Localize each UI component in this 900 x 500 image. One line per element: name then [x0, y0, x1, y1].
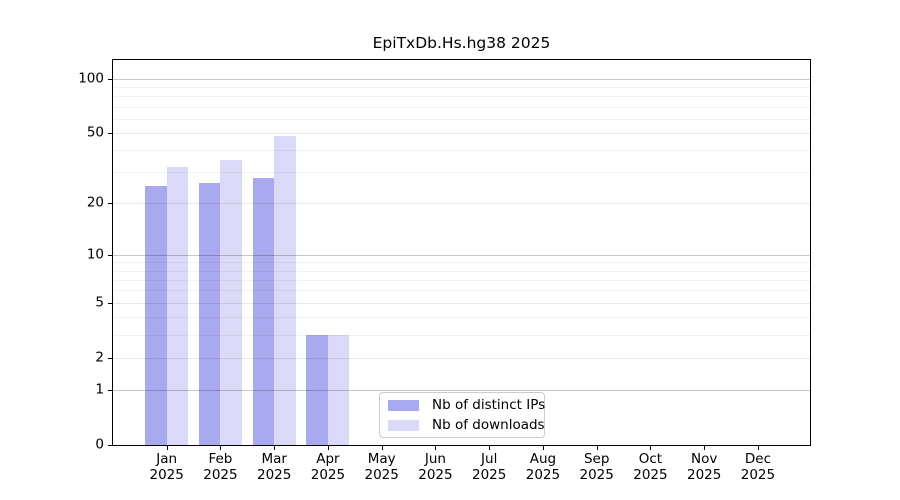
legend-label-distinct-ips: Nb of distinct IPs: [432, 397, 546, 413]
x-tick: [166, 446, 168, 450]
bar-nb-of-distinct-ips: [198, 183, 221, 445]
x-tick: [274, 446, 276, 450]
gridline-minor: [113, 118, 810, 120]
x-tick: [542, 446, 544, 450]
x-tick: [650, 446, 652, 450]
x-tick: [220, 446, 222, 450]
legend-item-distinct-ips: Nb of distinct IPs: [388, 397, 545, 413]
y-tick: [108, 302, 112, 304]
x-tick: [489, 446, 491, 450]
x-tick-year-label: 2025: [525, 466, 561, 483]
bar-nb-of-distinct-ips: [145, 186, 167, 445]
y-tick: [108, 203, 112, 205]
x-tick-label: Apr 2025: [310, 451, 346, 483]
legend: Nb of distinct IPs Nb of downloads: [379, 392, 545, 438]
bar-nb-of-downloads: [166, 167, 189, 445]
bar-nb-of-downloads: [327, 334, 350, 445]
x-tick-year-label: 2025: [310, 466, 346, 483]
bar-nb-of-distinct-ips: [306, 334, 328, 445]
x-tick: [381, 446, 383, 450]
x-tick: [435, 446, 437, 450]
x-tick-label: Oct 2025: [633, 451, 668, 483]
x-tick-label: Jan 2025: [149, 451, 184, 483]
y-tick-label: 2: [95, 349, 104, 366]
bar-nb-of-downloads: [274, 135, 296, 445]
gridline-major: [113, 78, 810, 80]
x-tick: [327, 446, 329, 450]
y-tick: [108, 445, 112, 446]
y-tick: [108, 132, 112, 134]
chart-title: EpiTxDb.Hs.hg38 2025: [372, 34, 551, 52]
legend-swatch-distinct-ips-icon: [388, 399, 419, 411]
x-tick-label: Dec 2025: [740, 451, 776, 483]
x-tick-label: Sep 2025: [579, 451, 614, 483]
x-tick-label: Jul 2025: [472, 451, 507, 483]
y-tick: [108, 389, 112, 391]
bar-nb-of-distinct-ips: [252, 177, 275, 445]
y-tick-label: 1: [95, 381, 104, 398]
y-tick: [108, 254, 112, 256]
gridline-minor: [113, 172, 810, 174]
y-tick: [108, 357, 112, 359]
x-tick-year-label: 2025: [149, 466, 184, 483]
y-tick: [108, 78, 112, 80]
y-tick-label: 50: [86, 124, 104, 141]
y-tick-label: 5: [95, 293, 104, 310]
gridline: [113, 132, 810, 134]
x-tick-label: Feb 2025: [203, 451, 238, 483]
legend-swatch-downloads-icon: [388, 419, 419, 431]
x-tick-year-label: 2025: [687, 466, 722, 483]
x-tick-year-label: 2025: [740, 466, 776, 483]
x-tick-year-label: 2025: [418, 466, 453, 483]
x-tick-year-label: 2025: [203, 466, 238, 483]
x-tick-label: Mar 2025: [257, 451, 292, 483]
gridline-minor: [113, 86, 810, 88]
y-tick-label: 20: [86, 194, 104, 211]
x-tick-label: Nov 2025: [687, 451, 722, 483]
x-tick: [704, 446, 706, 450]
x-tick-year-label: 2025: [257, 466, 292, 483]
y-tick-label: 10: [86, 245, 104, 262]
x-tick-year-label: 2025: [472, 466, 507, 483]
x-tick-year-label: 2025: [633, 466, 668, 483]
legend-label-downloads: Nb of downloads: [432, 417, 545, 433]
x-tick-year-label: 2025: [364, 466, 399, 483]
gridline-minor: [113, 96, 810, 98]
bar-nb-of-downloads: [220, 160, 242, 445]
x-tick: [757, 446, 759, 450]
gridline-minor: [113, 106, 810, 108]
y-tick-label: 100: [78, 69, 104, 86]
x-tick-label: May 2025: [364, 451, 399, 483]
x-tick-year-label: 2025: [579, 466, 614, 483]
legend-item-downloads: Nb of downloads: [388, 417, 545, 433]
gridline-minor: [113, 150, 810, 152]
x-tick-label: Aug 2025: [525, 451, 561, 483]
plot-area: [112, 59, 811, 446]
x-tick-label: Jun 2025: [418, 451, 453, 483]
y-tick-label: 0: [95, 436, 104, 453]
x-tick: [596, 446, 598, 450]
